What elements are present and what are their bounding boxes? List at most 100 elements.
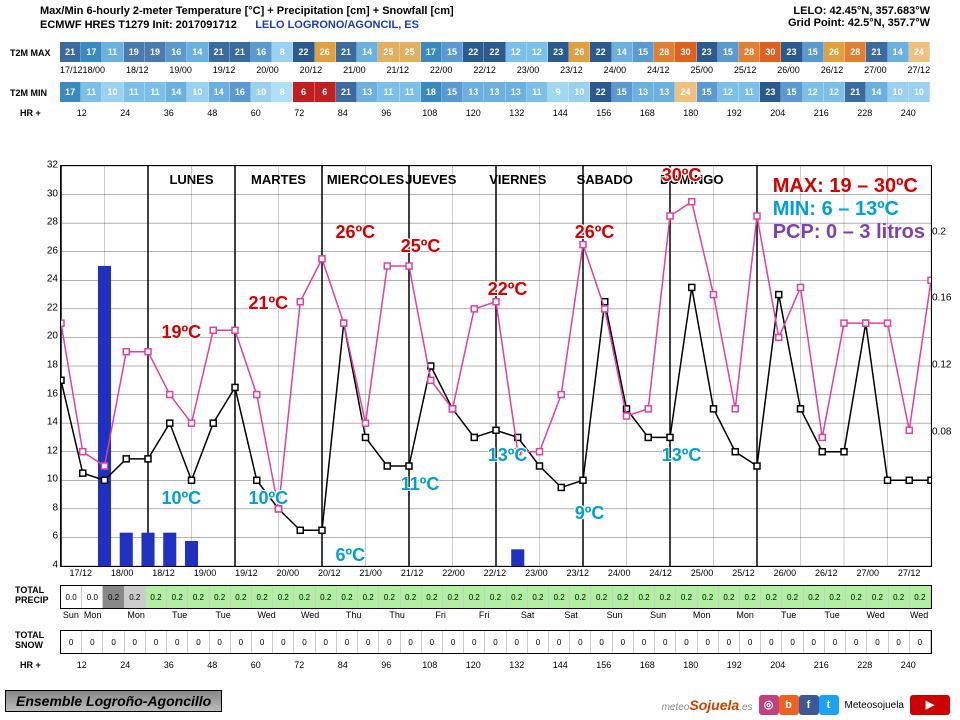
date-label: 22/00 xyxy=(430,65,453,75)
colorbar-cell: 21 xyxy=(336,82,357,102)
summary: MAX: 19 – 30ºC MIN: 6 – 13ºC PCP: 0 – 3 … xyxy=(773,175,925,244)
ytick-left: 10 xyxy=(47,474,58,485)
max-temp-label: 26ºC xyxy=(336,222,376,243)
precip-cell: 0.2 xyxy=(103,586,124,608)
snow-cell: 0 xyxy=(889,631,910,653)
date-label: 19/12 xyxy=(213,65,236,75)
colorbar-cell: 15 xyxy=(442,42,463,62)
dayrow-cell xyxy=(843,610,865,620)
precip-cell: 0.2 xyxy=(485,586,506,608)
hr-cell: 204 xyxy=(756,108,800,118)
dayrow-cell: Mon xyxy=(82,610,104,620)
dayrow-cell xyxy=(321,610,343,620)
hr-cell: 12 xyxy=(60,660,104,670)
youtube-icon[interactable]: ▶ xyxy=(910,695,950,715)
ytick-left: 22 xyxy=(47,302,58,313)
instagram-icon[interactable]: ◎ xyxy=(759,695,779,715)
snow-cell: 0 xyxy=(655,631,676,653)
xaxis-tick: 17/12 xyxy=(60,568,101,578)
xaxis-tick: 25/12 xyxy=(723,568,764,578)
date-label: 17/12 xyxy=(60,65,83,75)
snow-cell: 0 xyxy=(570,631,591,653)
colorbar-cell: 15 xyxy=(633,42,654,62)
snow-cell: 0 xyxy=(464,631,485,653)
hr-cell: 84 xyxy=(321,660,365,670)
day-row: SunMonMonTueTueWedWedThuThuFriFriSatSatS… xyxy=(60,610,930,620)
colorbar-cell: 14 xyxy=(187,42,208,62)
snow-cell: 0 xyxy=(273,631,294,653)
min-temp-label: 11ºC xyxy=(401,474,440,495)
snow-cell: 0 xyxy=(719,631,740,653)
hr-cell: 48 xyxy=(191,660,235,670)
xaxis-tick: 18/12 xyxy=(143,568,184,578)
xaxis-tick: 21/00 xyxy=(350,568,391,578)
snow-cell: 0 xyxy=(103,631,124,653)
precip-cell: 0.2 xyxy=(528,586,549,608)
hr-cell: 48 xyxy=(191,108,235,118)
dayrow-cell: Sun xyxy=(604,610,626,620)
dayrow-cell xyxy=(887,610,909,620)
hr-cell: 156 xyxy=(582,108,626,118)
snow-cell: 0 xyxy=(316,631,337,653)
ytick-left: 20 xyxy=(47,331,58,342)
precip-cell: 0.2 xyxy=(782,586,803,608)
brand-suffix: Sojuela xyxy=(689,697,739,713)
date-label xyxy=(235,65,256,75)
min-temp-label: 13ºC xyxy=(662,445,702,466)
colorbar-cell: 22 xyxy=(590,42,611,62)
day-label: VIERNES xyxy=(473,172,563,187)
colorbar-cell: 11 xyxy=(739,82,760,102)
dayrow-cell: Tue xyxy=(778,610,800,620)
dayrow-cell: Mon xyxy=(125,610,147,620)
hr-cell: 120 xyxy=(452,108,496,118)
dayrow-cell xyxy=(104,610,126,620)
dayrow-cell: Thu xyxy=(386,610,408,620)
xaxis-tick: 23/12 xyxy=(557,568,598,578)
colorbar-cell: 15 xyxy=(697,82,718,102)
hr-cell: 120 xyxy=(452,660,496,670)
facebook-icon[interactable]: f xyxy=(799,695,819,715)
snow-cell: 0 xyxy=(379,631,400,653)
colorbar-cell: 12 xyxy=(718,82,739,102)
ytick-left: 24 xyxy=(47,274,58,285)
dayrow-cell: Wed xyxy=(908,610,930,620)
twitter-icon[interactable]: t xyxy=(819,695,839,715)
min-temp-label: 13ºC xyxy=(488,445,528,466)
date-label xyxy=(322,65,343,75)
ytick-left: 14 xyxy=(47,417,58,428)
hr-row-top: 1224364860728496108120132144156168180192… xyxy=(60,108,930,118)
date-label xyxy=(192,65,213,75)
ytick-left: 32 xyxy=(47,160,58,171)
colorbar-cell: 10 xyxy=(909,82,930,102)
dayrow-cell xyxy=(669,610,691,620)
date-label xyxy=(366,65,387,75)
snow-cell: 0 xyxy=(82,631,103,653)
dayrow-cell xyxy=(582,610,604,620)
snow-cell: 0 xyxy=(210,631,231,653)
date-label: 23/12 xyxy=(560,65,583,75)
hr-row-bottom: 1224364860728496108120132144156168180192… xyxy=(60,660,930,670)
total-precip-label: TOTAL PRECIP xyxy=(15,585,49,605)
date-label: 22/12 xyxy=(473,65,496,75)
precip-cell: 0.2 xyxy=(507,586,528,608)
colorbar-cell: 25 xyxy=(378,42,399,62)
yaxis-left: 468101214161820222426283032 xyxy=(35,165,60,565)
colorbar-cell: 12 xyxy=(803,82,824,102)
min-temp-label: 9ºC xyxy=(575,503,605,524)
hr-cell: 180 xyxy=(669,108,713,118)
xaxis-tick: 26/00 xyxy=(764,568,805,578)
colorbar-cell: 6 xyxy=(293,82,314,102)
hr-cell: 192 xyxy=(713,660,757,670)
snow-cell: 0 xyxy=(761,631,782,653)
dayrow-cell: Wed xyxy=(865,610,887,620)
blogger-icon[interactable]: b xyxy=(779,695,799,715)
snow-cell: 0 xyxy=(401,631,422,653)
precip-cell: 0.2 xyxy=(655,586,676,608)
colorbar-cell: 11 xyxy=(102,42,123,62)
station-text: LELO LOGRONO/AGONCIL, ES xyxy=(255,19,419,31)
colorbar-cell: 10 xyxy=(569,82,590,102)
hr-cell: 240 xyxy=(887,108,931,118)
colorbar-cell: 14 xyxy=(888,42,909,62)
date-label: 20/00 xyxy=(256,65,279,75)
date-label: 27/00 xyxy=(864,65,887,75)
